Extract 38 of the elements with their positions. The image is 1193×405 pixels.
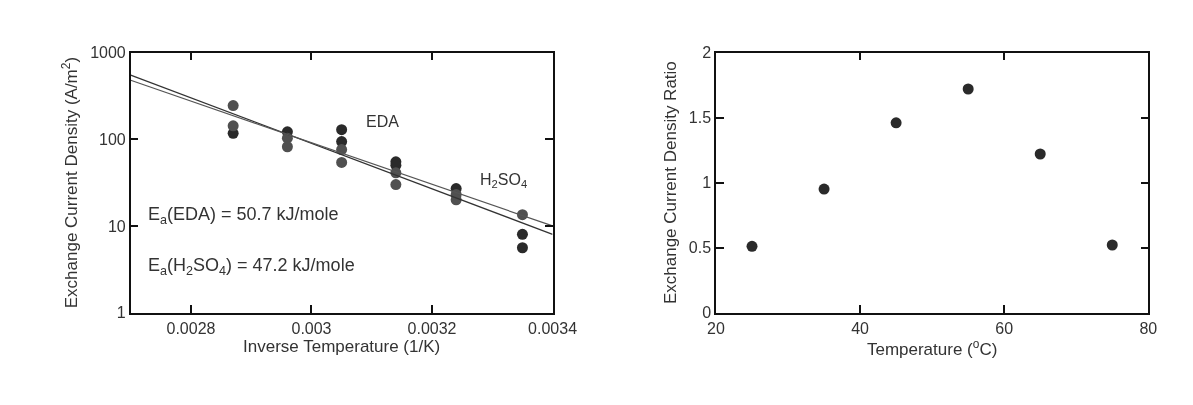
y-tick-label: 2 [702,44,712,62]
x-tick-label: 0.0028 [166,319,216,337]
annotation: E$_{a}$(H$_{2}$SO$_{4}$) = 47.2 kJ/mole [148,255,355,278]
point [1106,239,1118,251]
y-tick-label: 1.5 [688,109,712,127]
y-axis-title: Exchange Current Density Ratio [660,61,680,305]
point [281,141,293,153]
point [818,183,830,195]
point [516,228,528,240]
y-tick-label: 0 [702,304,712,322]
x-tick-label: 20 [707,319,725,337]
annotation: E$_{a}$(EDA) = 50.7 kJ/mole [148,204,339,227]
x-axis-title: Inverse Temperature (1/K) [243,336,441,356]
x-tick-label: 60 [995,319,1014,337]
y-tick-label: 0.5 [688,239,712,257]
x-tick-label: 40 [851,319,870,337]
point [746,240,758,252]
point [336,156,348,168]
x-tick-label: 0.0032 [407,319,457,337]
y-tick-label: 100 [99,130,126,148]
y-tick-label: 10 [107,217,126,235]
point [890,117,902,129]
x-axis-title: Temperature ($^{o}$C) [866,336,998,359]
x-tick-label: 0.0034 [528,319,578,337]
point [227,100,239,112]
point [962,83,974,95]
point [227,120,239,132]
point [390,179,402,191]
x-tick-label: 80 [1139,319,1158,337]
point [336,124,348,136]
y-tick-label: 1 [116,304,126,322]
point [516,242,528,254]
point [1034,148,1046,160]
annotation: H$_{2}$SO$_{4}$ [480,171,528,191]
x-tick-label: 0.003 [291,319,332,337]
annotation: EDA [366,113,400,130]
y-tick-label: 1000 [90,44,126,62]
y-tick-label: 1 [702,174,712,192]
